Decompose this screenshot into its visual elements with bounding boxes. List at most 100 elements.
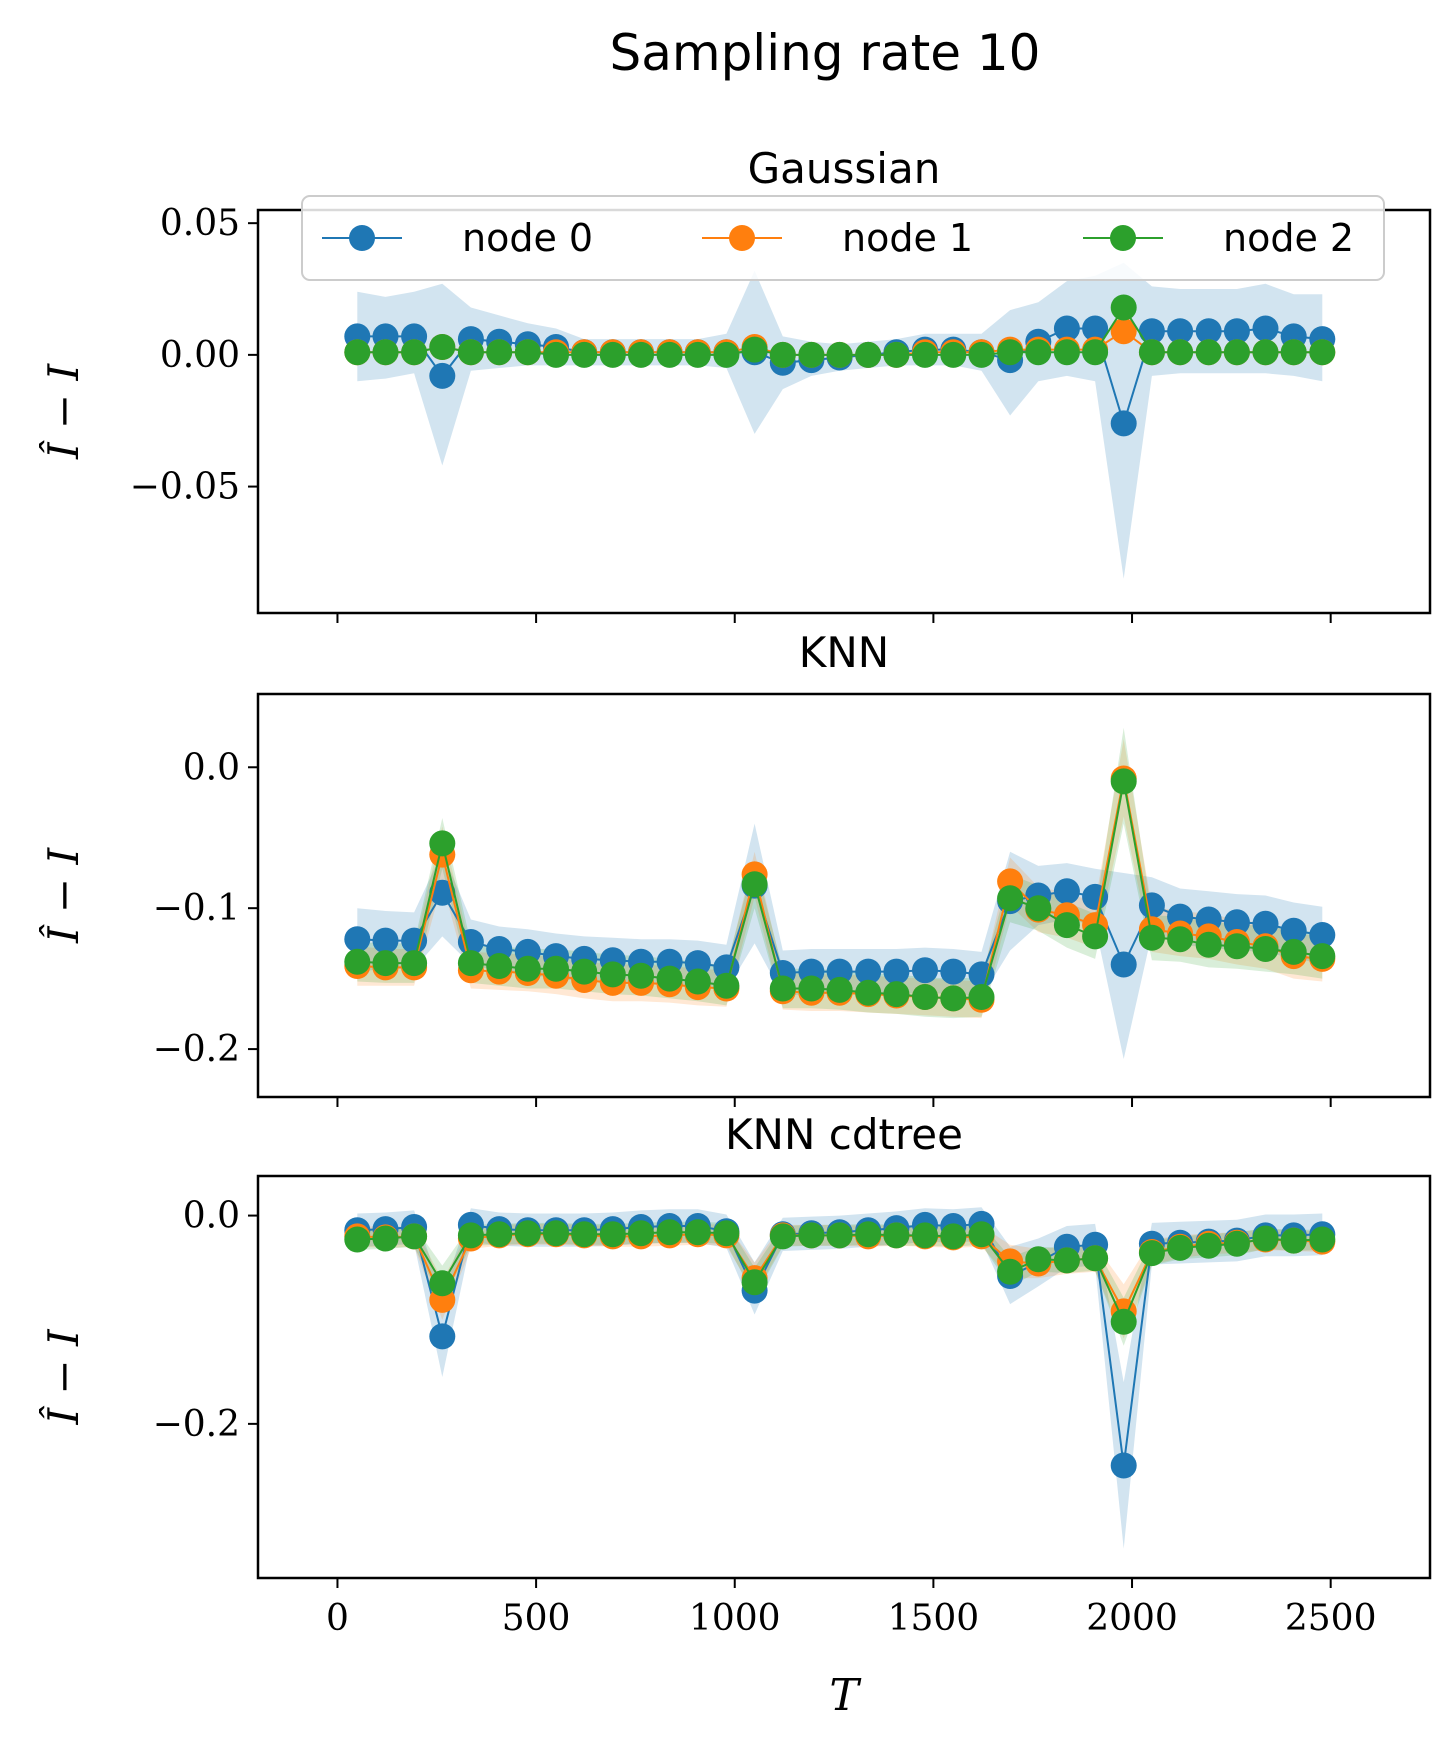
- point-node-2: [968, 1221, 995, 1248]
- point-node-2: [429, 830, 456, 857]
- point-node-2: [855, 979, 882, 1006]
- point-node-2: [514, 955, 541, 982]
- point-node-2: [344, 339, 371, 366]
- point-node-2: [1053, 912, 1080, 939]
- y-axis-label: Î − I: [38, 363, 88, 460]
- point-node-2: [997, 1258, 1024, 1285]
- point-node-0: [1167, 318, 1194, 345]
- y-tick-label: −0.05: [130, 467, 240, 508]
- point-node-2: [1223, 933, 1250, 960]
- plot-area: [344, 1207, 1336, 1549]
- point-node-0: [372, 927, 399, 954]
- point-node-1: [1110, 318, 1137, 345]
- point-node-2: [713, 1220, 740, 1247]
- point-node-0: [1110, 410, 1137, 437]
- point-node-2: [1053, 1247, 1080, 1274]
- point-node-2: [684, 1219, 711, 1246]
- point-node-2: [1223, 1230, 1250, 1257]
- y-tick-label: 0.05: [160, 203, 240, 244]
- point-node-0: [429, 879, 456, 906]
- point-node-2: [1252, 1225, 1279, 1252]
- point-node-2: [741, 336, 768, 363]
- point-node-2: [826, 976, 853, 1003]
- legend-label: node 0: [462, 216, 593, 260]
- point-node-2: [997, 885, 1024, 912]
- point-node-2: [457, 339, 484, 366]
- point-node-2: [684, 341, 711, 368]
- point-node-0: [1082, 315, 1109, 342]
- band-node-0: [357, 823, 1323, 1059]
- point-node-2: [1252, 339, 1279, 366]
- point-node-2: [1309, 1226, 1336, 1253]
- y-axis-label: Î − I: [38, 1328, 88, 1425]
- point-node-2: [571, 341, 598, 368]
- axes-frame: [256, 692, 1432, 1099]
- point-node-2: [543, 955, 569, 982]
- point-node-2: [571, 1221, 598, 1248]
- point-node-2: [486, 953, 513, 979]
- point-node-2: [457, 950, 484, 977]
- point-node-2: [344, 1226, 371, 1253]
- point-node-2: [684, 968, 711, 995]
- point-node-2: [1167, 1234, 1194, 1261]
- x-tick-label: 2500: [1285, 1598, 1377, 1639]
- point-node-2: [798, 341, 825, 368]
- point-node-0: [1053, 878, 1080, 905]
- point-node-0: [912, 957, 938, 984]
- point-node-2: [855, 1221, 882, 1248]
- band-node-2: [357, 1221, 1323, 1346]
- point-node-2: [1280, 938, 1307, 965]
- point-node-2: [883, 1222, 910, 1249]
- point-node-0: [429, 362, 456, 389]
- y-tick-label: 0.00: [160, 335, 240, 376]
- legend-item: node 0: [322, 216, 593, 260]
- x-tick-label: 2000: [1086, 1598, 1178, 1639]
- axes-frame: [256, 1174, 1432, 1580]
- point-node-2: [599, 1221, 626, 1248]
- point-node-0: [1138, 892, 1165, 919]
- panel-title: Gaussian: [748, 144, 941, 193]
- point-node-2: [543, 1220, 569, 1247]
- point-node-2: [1167, 339, 1194, 366]
- point-node-2: [1252, 936, 1279, 962]
- point-node-2: [940, 985, 967, 1012]
- legend-marker: [1110, 225, 1136, 251]
- point-node-2: [997, 339, 1024, 366]
- legend-label: node 2: [1223, 216, 1354, 260]
- point-node-2: [514, 339, 541, 366]
- point-node-2: [769, 341, 796, 368]
- y-tick-label: −0.1: [153, 888, 240, 929]
- legend-item: node 2: [1083, 216, 1354, 260]
- point-node-0: [940, 958, 967, 985]
- x-tick-label: 1000: [689, 1598, 781, 1639]
- point-node-2: [912, 984, 938, 1010]
- point-node-2: [798, 975, 825, 1002]
- panel-title: KNN cdtree: [725, 1110, 963, 1159]
- band-node-1: [357, 1223, 1323, 1339]
- point-node-2: [656, 341, 683, 368]
- point-node-2: [457, 1222, 484, 1249]
- point-node-2: [1138, 339, 1165, 366]
- x-axis-label: T: [829, 1670, 862, 1721]
- point-node-0: [1110, 951, 1137, 978]
- point-node-2: [401, 950, 428, 977]
- point-node-2: [741, 871, 768, 898]
- point-node-2: [883, 341, 910, 368]
- point-node-2: [1280, 1227, 1307, 1254]
- point-node-2: [571, 958, 598, 985]
- panel-2: KNN cdtree Î − I 0 500 1000 1500 2000 2500 0.0 −0…: [38, 1110, 1432, 1721]
- point-node-0: [344, 926, 371, 953]
- point-node-2: [940, 1223, 967, 1250]
- point-node-2: [656, 1219, 683, 1246]
- legend: node 0 node 1 node 2: [301, 195, 1385, 281]
- point-node-2: [1195, 339, 1222, 366]
- point-node-2: [599, 341, 626, 368]
- point-node-2: [1025, 1246, 1052, 1273]
- point-node-2: [1053, 339, 1080, 366]
- y-tick-label: −0.2: [153, 1029, 240, 1070]
- point-node-2: [628, 962, 654, 989]
- point-node-0: [429, 1323, 456, 1350]
- plot-area: [344, 262, 1336, 579]
- point-node-2: [486, 339, 513, 366]
